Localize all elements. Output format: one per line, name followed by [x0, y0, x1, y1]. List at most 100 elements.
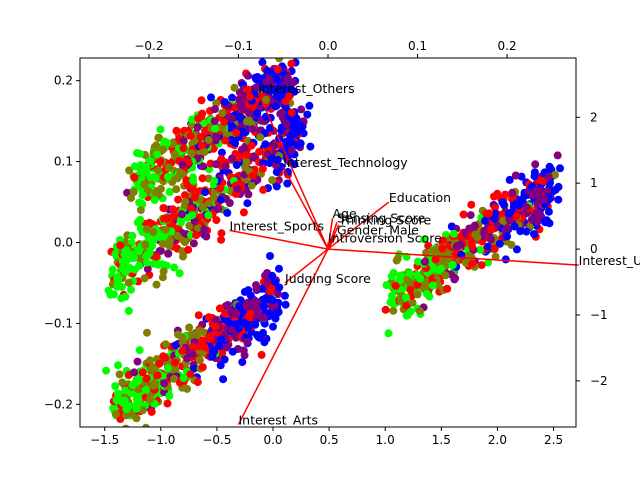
x-tick-label: −0.5: [202, 433, 231, 447]
data-point: [392, 256, 401, 265]
data-point: [152, 280, 161, 289]
data-point: [272, 182, 281, 191]
data-point: [171, 358, 180, 367]
data-point: [242, 117, 251, 126]
data-point: [214, 204, 223, 213]
data-point: [235, 112, 244, 121]
data-point: [503, 232, 512, 241]
data-point: [503, 224, 512, 233]
data-point: [516, 227, 525, 236]
data-point: [165, 187, 174, 196]
data-point: [305, 101, 314, 110]
data-point: [135, 346, 144, 355]
data-point: [527, 215, 536, 224]
data-point: [118, 257, 127, 266]
data-point: [391, 281, 400, 290]
data-point: [147, 407, 156, 416]
data-point: [279, 84, 288, 93]
data-point: [163, 172, 172, 181]
data-point: [471, 230, 480, 239]
data-point: [438, 244, 447, 253]
data-point: [117, 282, 126, 291]
data-point: [499, 200, 508, 209]
data-point: [201, 188, 209, 197]
data-point: [406, 307, 415, 316]
x-axis-bottom: −1.5 −1.0 −0.5 0.0 0.5 1.0 1.5 2.0 2.5: [90, 427, 563, 447]
data-point: [153, 371, 162, 380]
data-point: [288, 130, 297, 138]
data-point: [511, 171, 520, 180]
data-point: [263, 66, 272, 75]
data-point: [406, 285, 415, 294]
data-point: [217, 335, 225, 344]
x-tick-label: 0.5: [320, 433, 339, 447]
data-point: [198, 336, 207, 345]
x-tick-label: 0.0: [263, 433, 282, 447]
data-point: [198, 174, 207, 183]
data-point: [114, 361, 123, 370]
y-axis-left: −0.2 −0.1 0.0 0.1 0.2: [44, 74, 80, 411]
data-point: [255, 147, 264, 156]
data-point: [159, 352, 168, 361]
data-point: [293, 141, 302, 150]
loading-label: Gender_Male: [337, 222, 419, 237]
data-point: [381, 305, 390, 314]
data-point: [505, 209, 514, 218]
x-axis-top: −0.2 −0.1 0.0 0.1 0.2: [134, 39, 517, 58]
data-point: [274, 290, 282, 299]
data-point: [209, 192, 218, 201]
data-point: [449, 229, 458, 238]
data-point: [253, 331, 261, 339]
data-point: [556, 164, 564, 173]
data-point: [113, 276, 122, 285]
data-point: [140, 180, 149, 189]
data-point: [284, 140, 293, 149]
data-point: [181, 237, 190, 246]
data-point: [211, 136, 220, 145]
data-point: [533, 209, 542, 218]
data-point: [242, 150, 251, 159]
data-point: [133, 357, 142, 366]
loading-label: Interest_Arts: [238, 413, 318, 428]
data-point: [159, 267, 168, 276]
top-tick-label: 0.0: [318, 39, 337, 53]
y-tick-label: −0.1: [44, 316, 73, 330]
data-point: [153, 166, 162, 175]
data-point: [135, 247, 144, 256]
data-point: [175, 269, 184, 278]
data-point: [177, 210, 186, 219]
data-point: [522, 227, 531, 236]
data-point: [268, 176, 277, 185]
right-tick-label: 1: [590, 176, 598, 190]
loading-label: Interest_Unknown: [579, 253, 640, 268]
loading-label: Introversion Score: [328, 231, 442, 246]
data-point: [245, 92, 254, 101]
data-point: [178, 346, 187, 355]
data-point: [164, 163, 173, 172]
data-point: [138, 406, 147, 415]
data-point: [142, 374, 151, 383]
data-point: [220, 355, 229, 364]
data-point: [171, 341, 180, 350]
data-point: [495, 239, 504, 248]
data-point: [189, 239, 198, 248]
data-point: [283, 168, 292, 176]
data-point: [459, 210, 468, 219]
data-point: [130, 368, 139, 377]
data-point: [194, 114, 203, 123]
data-point: [480, 226, 489, 235]
data-point: [158, 260, 167, 269]
data-point: [447, 222, 456, 231]
data-point: [266, 252, 274, 260]
data-point: [283, 73, 292, 82]
data-point: [181, 197, 190, 206]
data-point: [143, 186, 152, 195]
data-point: [269, 322, 277, 331]
data-point: [425, 292, 434, 301]
data-point: [212, 216, 221, 225]
data-point: [275, 58, 284, 63]
data-point: [172, 126, 181, 135]
data-point: [306, 142, 315, 151]
data-point: [121, 292, 130, 301]
data-point: [125, 166, 134, 175]
